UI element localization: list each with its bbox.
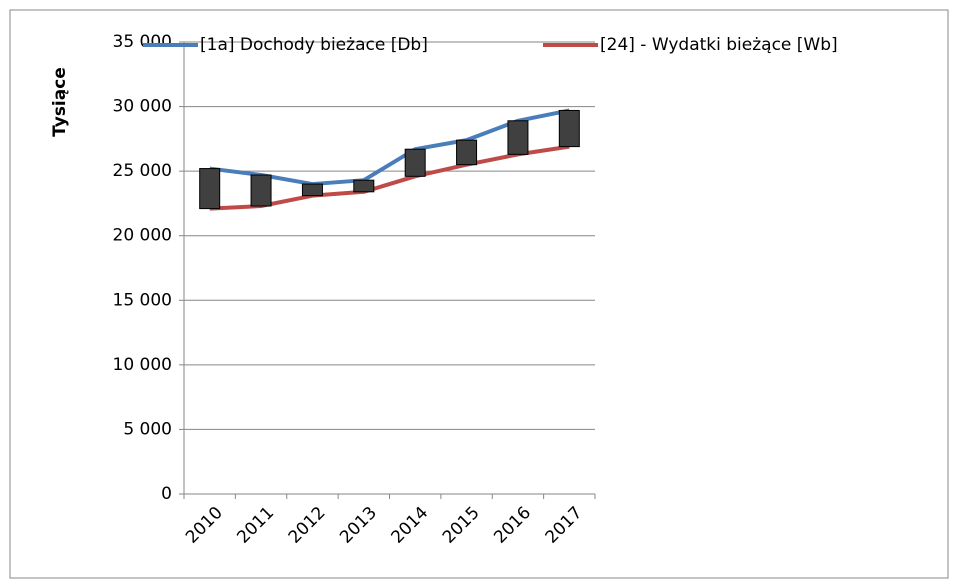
up-down-bar: [250, 174, 272, 207]
up-down-bar: [199, 168, 221, 210]
up-down-bar: [301, 183, 323, 197]
up-down-bar: [558, 109, 580, 148]
y-tick-label: 35 000: [113, 32, 172, 52]
y-tick-label: 0: [161, 484, 172, 504]
legend-label: [1a] Dochody bieżace [Db]: [200, 35, 428, 55]
up-down-bar: [404, 148, 426, 177]
y-tick-label: 15 000: [113, 290, 172, 310]
legend-label: [24] - Wydatki bieżące [Wb]: [600, 35, 838, 55]
up-down-bar: [353, 179, 375, 193]
y-axis-label: Tysiące: [50, 67, 70, 137]
up-down-bar: [507, 120, 529, 155]
y-tick-label: 10 000: [113, 355, 172, 375]
y-tick-label: 25 000: [113, 161, 172, 181]
chart-border: [9, 9, 949, 579]
y-tick-label: 5 000: [123, 419, 172, 439]
up-down-bar: [456, 139, 478, 166]
y-tick-label: 30 000: [113, 97, 172, 117]
y-tick-label: 20 000: [113, 226, 172, 246]
